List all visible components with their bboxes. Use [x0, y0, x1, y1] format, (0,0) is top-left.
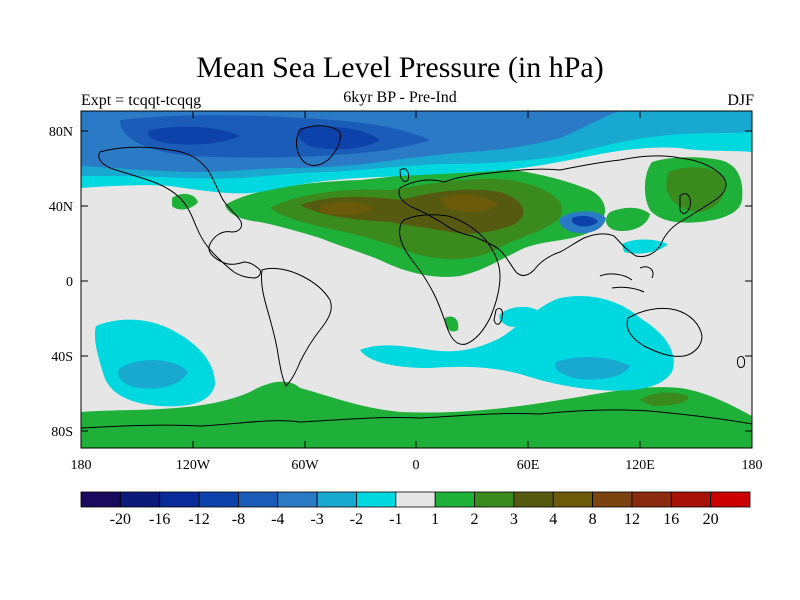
colorbar-label: 12: [624, 511, 640, 528]
y-tick-label: 0: [66, 275, 73, 290]
colorbar-swatch: [277, 491, 318, 508]
colorbar-label: -2: [350, 511, 363, 528]
colorbar-swatch: [395, 491, 436, 508]
australia-outline: [626, 307, 703, 357]
colorbar-swatch: [80, 491, 121, 508]
africa-outline: [399, 214, 501, 345]
eurasia-positive-core: [320, 194, 498, 216]
x-tick-label: 60W: [291, 458, 319, 473]
colorbar: -20 -16 -12 -8 -4 -3 -2 -1 1 2 3 4 8 12 16 20: [80, 491, 751, 528]
japan-outline: [679, 193, 691, 214]
season-label: DJF: [727, 92, 754, 109]
x-tick-label: 120E: [625, 458, 655, 473]
map-title: Mean Sea Level Pressure (in hPa): [196, 51, 604, 84]
greenland-outline: [296, 125, 341, 167]
uk-outline: [399, 168, 409, 183]
x-tick-label: 180: [742, 458, 763, 473]
colorbar-label: -16: [149, 511, 170, 528]
colorbar-swatch: [198, 491, 239, 508]
madagascar-outline: [493, 307, 503, 325]
colorbar-label: -8: [232, 511, 245, 528]
pacific-positive-area-2: [666, 167, 725, 212]
colorbar-swatch: [631, 491, 672, 508]
colorbar-label: 1: [431, 511, 439, 528]
colorbar-label: 2: [471, 511, 479, 528]
colorbar-label: 4: [549, 511, 557, 528]
antarctica-outline: [81, 409, 752, 429]
colorbar-swatch: [159, 491, 200, 508]
colorbar-swatch: [238, 491, 279, 508]
y-tick-label: 80N: [49, 125, 73, 140]
colorbar-label: -20: [110, 511, 131, 528]
atlantic-positive-patch: [172, 193, 198, 210]
colorbar-swatch: [513, 491, 554, 508]
eurasia-outline: [398, 155, 727, 277]
x-tick-label: 0: [413, 458, 420, 473]
colorbar-label: -4: [271, 511, 284, 528]
colorbar-label: 16: [663, 511, 679, 528]
colorbar-swatch: [119, 491, 161, 508]
colorbar-swatch: [474, 491, 515, 508]
x-tick-label: 60E: [517, 458, 540, 473]
colorbar-label: -1: [389, 511, 402, 528]
colorbar-label: -3: [310, 511, 323, 528]
southern-ocean-positive-band: [81, 381, 752, 448]
atlantic-negative-patch: [499, 306, 540, 328]
experiment-label: Expt = tcqqt-tcqqg: [81, 92, 202, 109]
north-america-outline: [98, 146, 261, 279]
contour-field: [81, 111, 752, 448]
x-tick-label: 120W: [176, 458, 211, 473]
x-tick-label: 180: [71, 458, 92, 473]
south-pacific-negative-core: [118, 360, 188, 389]
y-tick-label: 40N: [49, 200, 73, 215]
indian-ocean-negative-core: [554, 357, 630, 380]
colorbar-swatch: [434, 491, 475, 508]
arctic-negative-core: [148, 126, 380, 150]
colorbar-label: 8: [589, 511, 597, 528]
colorbar-swatch: [552, 491, 593, 508]
colorbar-swatch: [356, 491, 397, 508]
y-tick-label: 80S: [51, 425, 73, 440]
map-subtitle: 6kyr BP - Pre-Ind: [343, 89, 457, 106]
y-axis-ticks: [81, 130, 752, 432]
indonesia-outline: [599, 266, 654, 293]
colorbar-swatch: [592, 491, 633, 508]
colorbar-label: 3: [510, 511, 518, 528]
south-america-outline: [261, 267, 332, 387]
west-pacific-positive-blob: [605, 207, 650, 232]
asia-negative-core: [572, 215, 598, 227]
coastlines: [81, 125, 752, 429]
x-axis-ticks: [80, 111, 753, 448]
y-tick-label: 40S: [51, 350, 73, 365]
southern-ocean-positive-band-2: [640, 392, 689, 406]
new-zealand-outline: [737, 355, 745, 369]
colorbar-swatch: [670, 491, 712, 508]
africa-positive-patch: [444, 316, 459, 332]
colorbar-swatch: [710, 491, 751, 508]
colorbar-swatch: [316, 491, 357, 508]
colorbar-label: 20: [703, 511, 719, 528]
colorbar-label: -12: [188, 511, 209, 528]
